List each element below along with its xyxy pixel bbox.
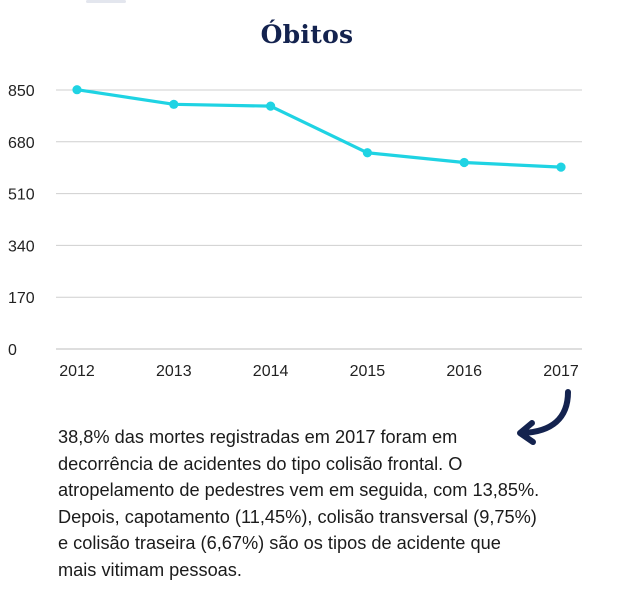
x-tick-label: 2013 xyxy=(156,363,192,380)
data-point xyxy=(459,157,469,168)
decorative-divider xyxy=(86,0,126,3)
y-tick-label: 0 xyxy=(8,342,17,359)
y-tick-label: 850 xyxy=(8,83,35,100)
caption-line: decorrência de acidentes do tipo colisão… xyxy=(58,453,463,474)
caption-line: 38,8% das mortes registradas em 2017 for… xyxy=(58,427,458,447)
chart-title: Óbitos xyxy=(260,20,354,49)
x-tick-label: 2012 xyxy=(59,363,95,380)
curved-arrow-icon xyxy=(517,389,571,445)
caption-line: atropelamento de pedestres vem em seguid… xyxy=(58,480,540,500)
y-tick-label: 510 xyxy=(8,187,35,204)
x-tick-label: 2017 xyxy=(543,363,579,380)
line-chart: 0 170 340 510 680 850 2012 2013 2014 2015 2016 2017 xyxy=(8,83,582,380)
x-tick-label: 2014 xyxy=(253,363,289,380)
y-tick-label: 170 xyxy=(8,290,35,307)
caption-line: Depois, capotamento (11,45%), colisão tr… xyxy=(58,506,537,527)
y-tick-label: 340 xyxy=(8,238,35,255)
y-tick-label: 680 xyxy=(8,135,35,152)
data-point xyxy=(556,162,566,172)
data-point xyxy=(266,101,276,111)
data-point xyxy=(169,99,179,109)
data-point xyxy=(362,148,372,158)
series-line xyxy=(75,88,563,169)
caption-line: mais vitimam pessoas. xyxy=(58,559,242,580)
data-point xyxy=(72,85,82,95)
x-tick-label: 2016 xyxy=(446,363,482,380)
x-tick-label: 2015 xyxy=(350,363,386,380)
caption-text: 38,8% das mortes registradas em 2017 for… xyxy=(58,424,598,583)
caption-line: e colisão traseira (6,67%) são os tipos … xyxy=(58,533,501,553)
